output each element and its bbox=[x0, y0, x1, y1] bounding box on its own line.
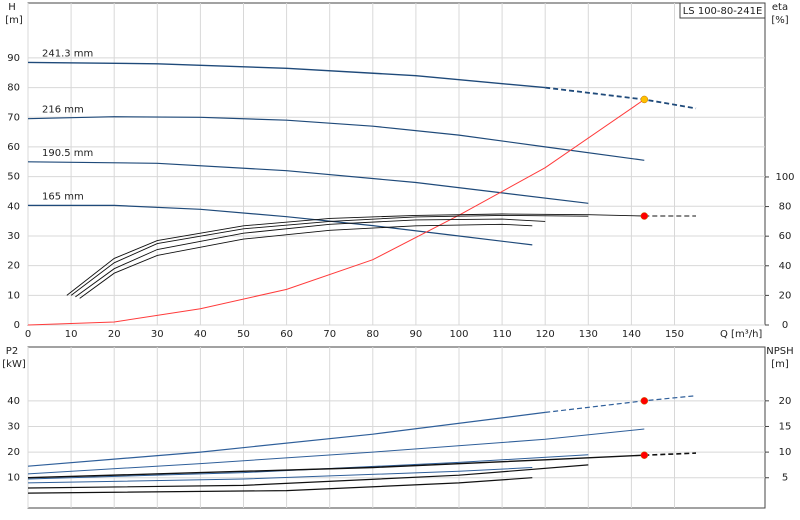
plot-area bbox=[27, 2, 766, 326]
x-tick-label: 70 bbox=[323, 329, 336, 340]
curve bbox=[28, 204, 533, 246]
curve bbox=[27, 161, 589, 204]
curve bbox=[27, 61, 546, 89]
y2-axis-label: NPSH bbox=[766, 346, 793, 357]
y-axis-unit: [m] bbox=[5, 15, 23, 26]
curve bbox=[79, 223, 533, 299]
curve bbox=[27, 454, 645, 479]
curve-label: 216 mm bbox=[42, 105, 84, 116]
y2-tick-label: 20 bbox=[779, 396, 792, 407]
x-tick-label: 130 bbox=[579, 329, 598, 340]
curve-label: 241.3 mm bbox=[42, 48, 93, 59]
y2-tick-label: 5 bbox=[782, 473, 788, 484]
y-tick-label: 40 bbox=[7, 201, 20, 212]
x-tick-label: 80 bbox=[366, 329, 379, 340]
x-tick-label: 50 bbox=[237, 329, 250, 340]
curve bbox=[27, 467, 533, 484]
y-axis-unit: [kW] bbox=[2, 359, 26, 370]
y2-tick-label: 60 bbox=[779, 231, 792, 242]
y-axis-label: H bbox=[8, 2, 16, 13]
y-tick-label: 20 bbox=[7, 447, 20, 458]
y-tick-label: 30 bbox=[7, 421, 20, 432]
y2-tick-label: 40 bbox=[779, 261, 792, 272]
curve bbox=[27, 411, 546, 467]
y2-tick-label: 20 bbox=[779, 290, 792, 301]
x-tick-label: 140 bbox=[622, 329, 641, 340]
y2-axis-label: eta bbox=[772, 2, 788, 13]
y-tick-label: 40 bbox=[7, 396, 20, 407]
y-tick-label: 10 bbox=[7, 473, 20, 484]
y2-tick-label: 0 bbox=[782, 320, 788, 331]
y2-tick-label: 10 bbox=[779, 447, 792, 458]
curve bbox=[27, 428, 645, 475]
x-tick-label: 40 bbox=[194, 329, 207, 340]
x-tick-label: 10 bbox=[65, 329, 78, 340]
x-tick-label: 150 bbox=[665, 329, 684, 340]
x-tick-label: 100 bbox=[449, 329, 468, 340]
x-tick-label: 0 bbox=[25, 329, 31, 340]
y-tick-label: 80 bbox=[7, 83, 20, 94]
model-label: LS 100-80-241E bbox=[683, 6, 763, 17]
y-tick-label: 50 bbox=[7, 172, 20, 183]
curve bbox=[27, 116, 645, 161]
curve-label: 165 mm bbox=[42, 191, 84, 202]
y-tick-label: 10 bbox=[7, 290, 20, 301]
y-tick-label: 0 bbox=[14, 320, 20, 331]
x-tick-label: 30 bbox=[151, 329, 164, 340]
y-tick-label: 90 bbox=[7, 53, 20, 64]
y2-tick-label: 80 bbox=[779, 202, 792, 213]
x-axis-label: Q [m³/h] bbox=[720, 329, 762, 340]
curve bbox=[644, 452, 697, 456]
y-tick-label: 70 bbox=[7, 112, 20, 123]
y-axis-label: P2 bbox=[6, 346, 18, 357]
y-tick-label: 60 bbox=[7, 142, 20, 153]
y2-axis-unit: [%] bbox=[771, 15, 788, 26]
curve bbox=[75, 218, 546, 298]
operating-point bbox=[640, 451, 649, 459]
model-box bbox=[679, 2, 766, 19]
curve bbox=[66, 213, 645, 296]
y2-tick-label: 100 bbox=[775, 172, 794, 183]
x-tick-label: 110 bbox=[493, 329, 512, 340]
y-tick-label: 20 bbox=[7, 261, 20, 272]
curve bbox=[27, 477, 533, 494]
x-tick-label: 20 bbox=[108, 329, 121, 340]
curve bbox=[70, 214, 589, 296]
x-tick-label: 90 bbox=[410, 329, 423, 340]
y-tick-label: 30 bbox=[7, 231, 20, 242]
y2-axis-unit: [m] bbox=[771, 359, 789, 370]
curve bbox=[27, 99, 645, 326]
x-tick-label: 120 bbox=[536, 329, 555, 340]
y2-tick-label: 15 bbox=[779, 421, 792, 432]
plot-area bbox=[27, 346, 766, 509]
curve bbox=[27, 464, 589, 489]
operating-point bbox=[640, 95, 649, 104]
curve-label: 190.5 mm bbox=[42, 148, 93, 159]
operating-point bbox=[640, 397, 649, 405]
x-tick-label: 60 bbox=[280, 329, 293, 340]
operating-point bbox=[640, 212, 649, 220]
